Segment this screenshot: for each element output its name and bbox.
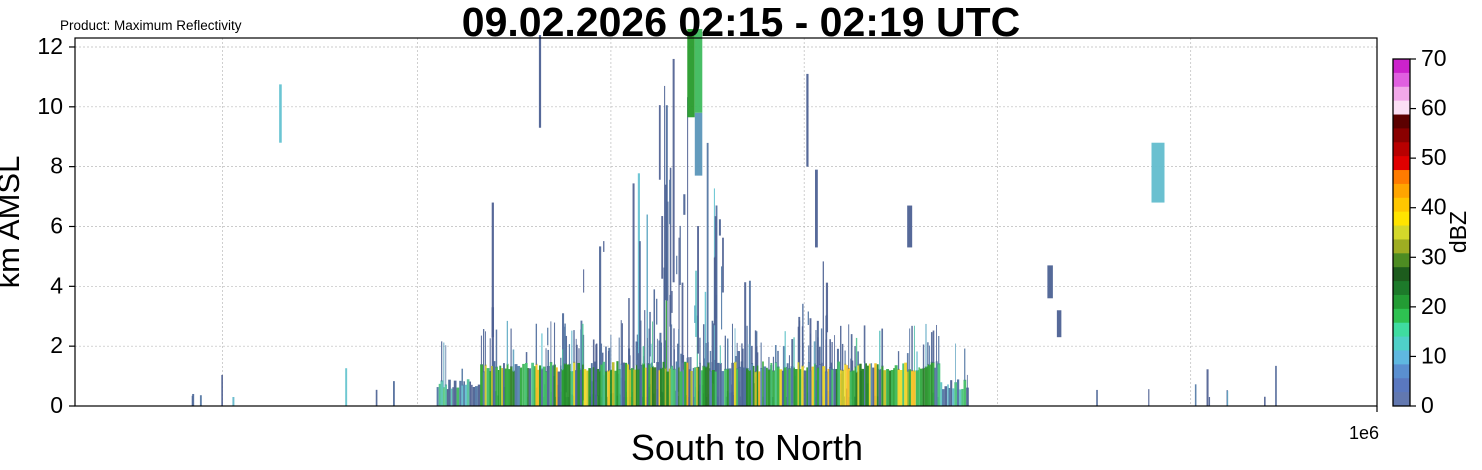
svg-text:0: 0: [50, 392, 63, 418]
svg-text:South to North: South to North: [631, 427, 863, 468]
svg-text:40: 40: [1421, 194, 1447, 220]
svg-text:km AMSL: km AMSL: [0, 156, 26, 289]
svg-text:50: 50: [1421, 144, 1447, 170]
svg-text:10: 10: [37, 93, 63, 119]
svg-text:6: 6: [50, 212, 63, 238]
svg-text:8: 8: [50, 153, 63, 179]
svg-text:1e6: 1e6: [1349, 423, 1379, 443]
svg-text:10: 10: [1421, 342, 1447, 368]
svg-text:12: 12: [37, 33, 63, 59]
svg-text:60: 60: [1421, 95, 1447, 121]
svg-text:2: 2: [50, 332, 63, 358]
svg-text:20: 20: [1421, 293, 1447, 319]
svg-text:70: 70: [1421, 45, 1447, 71]
svg-text:4: 4: [50, 272, 63, 298]
svg-text:0: 0: [1421, 392, 1434, 418]
svg-text:dBZ: dBZ: [1445, 211, 1471, 253]
svg-text:30: 30: [1421, 243, 1447, 269]
svg-text:Product: Maximum Reflectivity: Product: Maximum Reflectivity: [60, 18, 242, 33]
svg-text:09.02.2026 02:15 - 02:19 UTC: 09.02.2026 02:15 - 02:19 UTC: [462, 0, 1020, 45]
